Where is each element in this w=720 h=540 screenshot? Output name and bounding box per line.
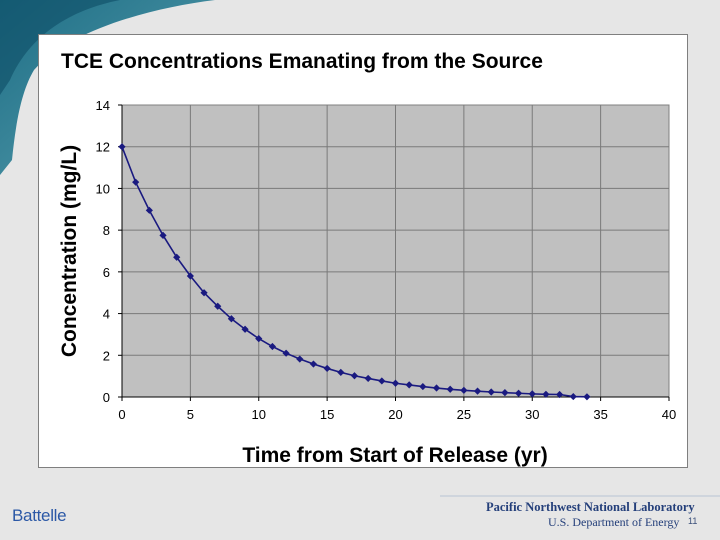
data-point: [118, 143, 126, 151]
data-point: [405, 381, 413, 389]
data-point: [255, 335, 263, 343]
x-tick-label: 5: [187, 407, 194, 422]
data-point: [227, 315, 235, 323]
data-point: [514, 389, 523, 397]
x-tick-label: 25: [457, 407, 471, 422]
x-axis-label: Time from Start of Release (yr): [242, 444, 547, 467]
data-point: [460, 386, 468, 394]
grid-lines: [122, 105, 669, 397]
y-tick-label: 2: [103, 348, 110, 363]
x-tick-label: 20: [388, 407, 402, 422]
x-tick-label: 0: [118, 407, 125, 422]
y-tick-label: 14: [96, 98, 110, 113]
y-axis-label: Concentration (mg/L): [58, 145, 81, 357]
x-tick-label: 35: [593, 407, 607, 422]
chart-title: TCE Concentrations Emanating from the So…: [61, 50, 543, 73]
data-point: [419, 382, 427, 391]
data-point: [268, 342, 277, 351]
x-tick-label: 30: [525, 407, 539, 422]
data-point: [214, 302, 222, 310]
y-tick-label: 0: [103, 390, 110, 405]
y-tick-label: 6: [103, 265, 110, 280]
series-tce: [118, 143, 591, 401]
data-point: [432, 384, 441, 392]
x-tick-label: 10: [252, 407, 266, 422]
chart: TCE Concentrations Emanating from the So…: [58, 50, 677, 467]
data-point: [337, 368, 345, 376]
data-point: [391, 379, 400, 387]
data-point: [296, 355, 304, 363]
axes: 0 2 4 6 8 10 12 14 0 5 10 15 20 25 30 35 40: [96, 98, 677, 422]
x-tick-label: 15: [320, 407, 334, 422]
data-point: [528, 390, 536, 398]
data-point: [583, 393, 591, 401]
lab-name: Pacific Northwest National Laboratory: [486, 500, 695, 514]
page-number: 11: [688, 516, 698, 526]
data-point: [487, 388, 495, 396]
y-tick-label: 8: [103, 223, 110, 238]
x-tick-label: 40: [662, 407, 676, 422]
y-tick-label: 4: [103, 307, 110, 322]
battelle-logo: Battelle: [12, 506, 67, 525]
data-point: [378, 377, 386, 385]
department-name: U.S. Department of Energy: [548, 515, 680, 529]
data-point: [364, 374, 372, 383]
data-point: [145, 206, 153, 214]
data-point: [132, 178, 140, 186]
data-point: [350, 372, 359, 380]
corner-swoosh-highlight: [0, 0, 120, 95]
data-point: [309, 360, 318, 368]
data-point: [241, 325, 249, 333]
chart-panel: TCE Concentrations Emanating from the So…: [38, 34, 688, 468]
data-point: [323, 364, 331, 373]
data-point: [556, 390, 564, 399]
data-point: [200, 289, 208, 297]
data-point: [446, 385, 454, 393]
data-point: [501, 389, 509, 397]
data-point: [542, 390, 550, 398]
data-point: [186, 272, 194, 280]
data-point: [473, 387, 482, 395]
y-tick-label: 12: [96, 140, 110, 155]
y-tick-label: 10: [96, 181, 110, 196]
data-point: [569, 392, 577, 401]
data-point: [159, 231, 167, 239]
